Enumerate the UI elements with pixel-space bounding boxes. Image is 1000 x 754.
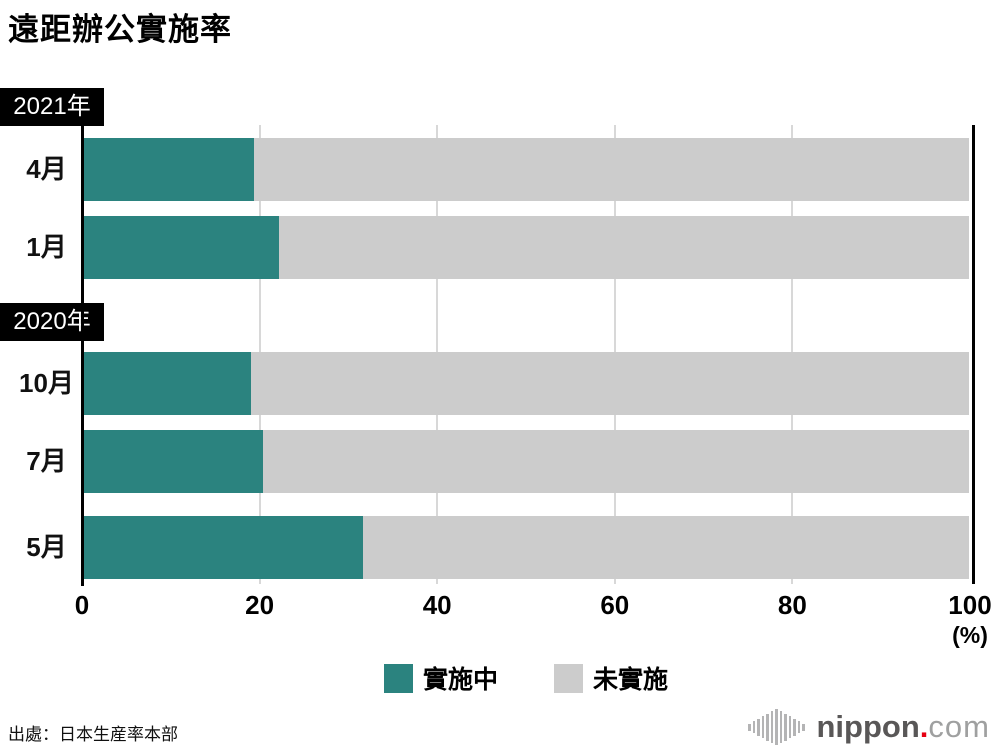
bar-row-2021-04: 4月 bbox=[26, 138, 970, 201]
bar-segment-implementing bbox=[84, 352, 252, 415]
x-axis-unit-label: (%) bbox=[952, 622, 988, 648]
legend-swatch-implementing bbox=[383, 663, 413, 693]
logo-text-secondary: com bbox=[928, 709, 990, 744]
bar-row-2020-10: 10月 bbox=[19, 352, 970, 415]
x-tick-label: 0 bbox=[74, 590, 90, 620]
logo-text-primary: nippon bbox=[816, 709, 920, 744]
x-tick-label: 100 bbox=[948, 590, 992, 620]
bar-segment-implementing bbox=[84, 430, 263, 493]
plot-area: 4月 1月 10月 7月 bbox=[19, 125, 992, 648]
x-tick-label: 40 bbox=[422, 590, 452, 620]
bar-segment-not-implementing bbox=[363, 516, 969, 579]
x-tick-label: 60 bbox=[600, 590, 630, 620]
bar-month-label: 4月 bbox=[26, 154, 67, 184]
bar-month-label: 1月 bbox=[26, 232, 67, 262]
nippon-com-logo: nippon.com bbox=[748, 708, 990, 746]
bar-segment-not-implementing bbox=[278, 216, 969, 279]
stacked-bar bbox=[84, 352, 970, 415]
stacked-bar bbox=[84, 430, 970, 493]
bar-segment-implementing bbox=[84, 516, 364, 579]
legend: 實施中 未實施 bbox=[82, 660, 970, 696]
source-note: 出處：日本生産率本部 bbox=[8, 725, 178, 744]
legend-label: 實施中 bbox=[422, 666, 498, 694]
bar-month-label: 10月 bbox=[19, 368, 74, 398]
bar-row-2021-01: 1月 bbox=[26, 216, 970, 279]
bar-segment-implementing bbox=[84, 138, 255, 201]
soundwave-icon bbox=[748, 708, 805, 746]
stacked-bar bbox=[84, 216, 970, 279]
legend-label: 未實施 bbox=[593, 666, 669, 694]
bar-segment-not-implementing bbox=[251, 352, 969, 415]
legend-item-not-implementing: 未實施 bbox=[554, 660, 668, 696]
x-tick-label: 20 bbox=[245, 590, 275, 620]
chart-title: 遠距辦公實施率 bbox=[8, 12, 232, 47]
legend-item-implementing: 實施中 bbox=[383, 660, 498, 696]
bar-row-2020-05: 5月 bbox=[26, 516, 970, 579]
bar-segment-not-implementing bbox=[254, 138, 969, 201]
logo-text: nippon.com bbox=[817, 708, 991, 746]
axis-line-100pct bbox=[972, 125, 975, 584]
y-axis-line bbox=[81, 125, 84, 586]
bar-segment-implementing bbox=[84, 216, 279, 279]
stacked-bar bbox=[84, 138, 970, 201]
x-tick-label: 80 bbox=[777, 590, 807, 620]
year-group-label-2021: 2021年 bbox=[0, 88, 104, 126]
bar-row-2020-07: 7月 bbox=[26, 430, 970, 493]
year-group-label-2020: 2020年 bbox=[0, 303, 104, 341]
bar-segment-not-implementing bbox=[262, 430, 969, 493]
bar-month-label: 5月 bbox=[26, 532, 67, 562]
stacked-bar bbox=[84, 516, 970, 579]
bar-month-label: 7月 bbox=[26, 446, 67, 476]
legend-swatch-not-implementing bbox=[554, 663, 583, 693]
logo-dot: . bbox=[919, 709, 929, 744]
